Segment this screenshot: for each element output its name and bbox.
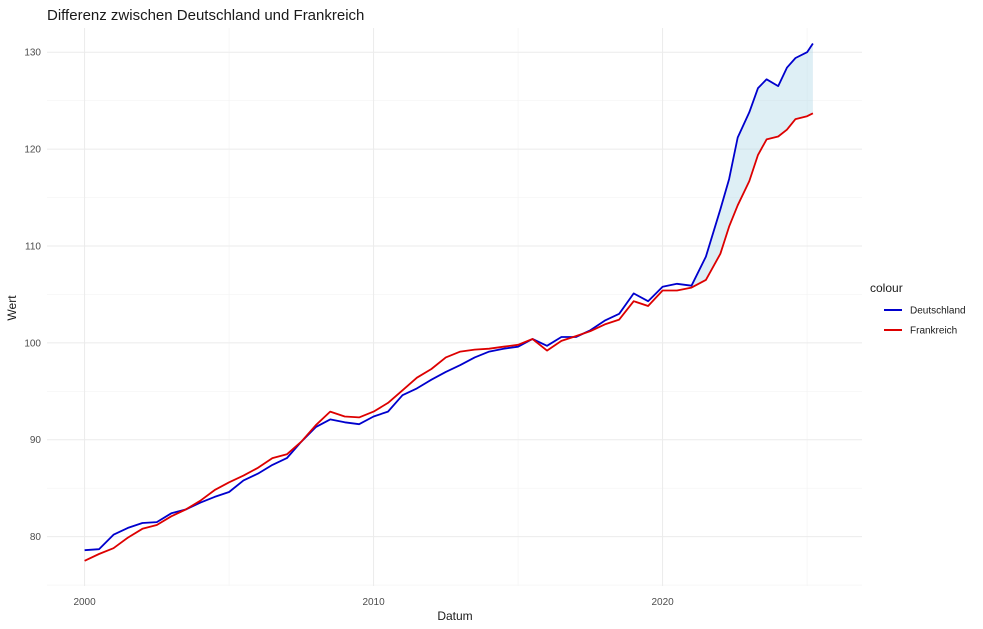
difference-area [691,43,813,288]
y-axis-ticks: 80 90 100 110 120 130 [24,48,41,543]
y-tick-label: 100 [24,338,41,349]
x-tick-label: 2000 [73,597,96,608]
x-axis-ticks: 2000 2010 2020 [73,597,674,608]
y-tick-label: 80 [30,532,42,543]
legend-title: colour [870,281,903,295]
legend-label-frankreich: Frankreich [910,326,957,337]
y-tick-label: 120 [24,145,41,156]
y-tick-label: 130 [24,48,41,59]
grid [47,28,862,586]
legend: colour Deutschland Frankreich [870,281,966,337]
x-tick-label: 2020 [651,597,674,608]
chart-title: Differenz zwischen Deutschland und Frank… [47,7,364,24]
series-lines [84,43,814,562]
series-line-deutschland [84,43,814,552]
y-tick-label: 90 [30,435,42,446]
y-tick-label: 110 [25,241,41,252]
x-tick-label: 2010 [362,597,385,608]
series-line-frankreich [84,112,814,562]
y-axis-title: Wert [5,295,19,321]
x-axis-title: Datum [437,609,472,623]
legend-label-deutschland: Deutschland [910,306,966,317]
